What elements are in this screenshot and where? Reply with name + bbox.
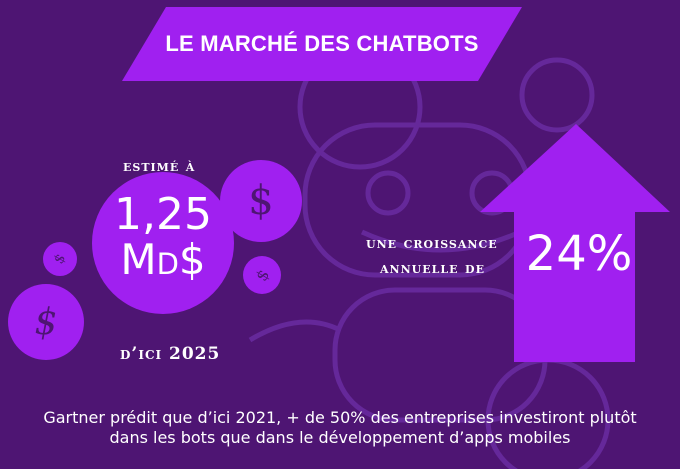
market-deadline: d’ici 2025 [120,344,221,364]
market-value-unit: Md$ [120,235,206,284]
footer-line-2: dans les bots que dans le développement … [109,428,571,447]
dollar-coin-icon: $ [243,256,281,294]
market-value: 1,25 Md$ [92,193,234,281]
dollar-sign: $ [34,301,58,343]
dollar-coin-icon: $ [43,242,77,276]
page-title: LE MARCHÉ DES CHATBOTS [165,31,479,56]
dollar-coin-icon: $ [220,160,302,242]
dollar-coin-icon: $ [8,284,84,360]
footer-note: Gartner prédit que d’ici 2021, + de 50% … [10,408,670,448]
footer-line-1: Gartner prédit que d’ici 2021, + de 50% … [43,408,637,427]
growth-rate: 24% [525,226,633,282]
market-intro: estimé à [123,156,196,175]
title-banner [122,7,522,81]
growth-line-2: annuelle de [380,258,485,277]
dollar-sign: $ [248,178,274,224]
market-value-circle [92,172,234,314]
growth-line-1: une croissance [366,233,498,252]
market-value-number: 1,25 [114,189,212,240]
